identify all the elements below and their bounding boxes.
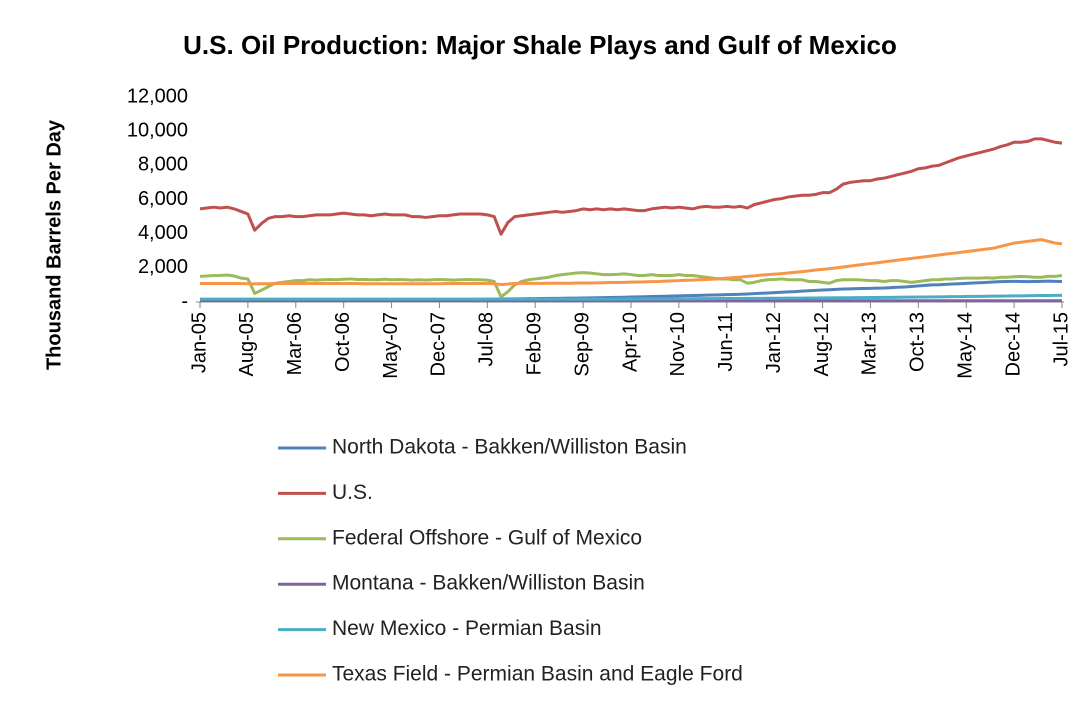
legend-label: Texas Field - Permian Basin and Eagle Fo… [332, 663, 743, 686]
x-tick-label: Dec-14 [1002, 312, 1024, 376]
series-line [199, 271, 1063, 299]
x-tick-label: Aug-05 [236, 312, 258, 377]
y-tick-label: - [181, 290, 188, 312]
legend-label: North Dakota - Bakken/Williston Basin [332, 436, 687, 459]
y-tick-label: 10,000 [127, 119, 188, 141]
x-tick-label: Jan-12 [763, 312, 785, 373]
y-tick-label: 2,000 [138, 256, 188, 278]
chart-title: U.S. Oil Production: Major Shale Plays a… [183, 30, 897, 60]
x-tick-label: Jul-15 [1050, 312, 1072, 366]
x-tick-label: Sep-09 [571, 312, 593, 377]
x-tick-label: May-14 [955, 312, 977, 379]
x-tick-label: Oct-13 [907, 312, 929, 372]
y-tick-label: 6,000 [138, 188, 188, 210]
legend-label: Federal Offshore - Gulf of Mexico [332, 526, 642, 549]
x-tick-label: Jan-05 [188, 312, 210, 373]
x-tick-label: Aug-12 [811, 312, 833, 377]
x-tick-label: Nov-10 [667, 312, 689, 376]
x-tick-label: Mar-13 [859, 312, 881, 375]
x-tick-label: Jun-11 [715, 312, 737, 372]
x-tick-label: Mar-06 [284, 312, 306, 375]
series-line [200, 293, 1063, 301]
x-tick-label: Feb-09 [524, 312, 546, 375]
legend-label: New Mexico - Permian Basin [332, 617, 602, 640]
legend-label: U.S. [332, 481, 373, 504]
y-tick-label: 4,000 [138, 222, 188, 244]
y-tick-label: 12,000 [127, 85, 188, 107]
legend-label: Montana - Bakken/Williston Basin [332, 572, 645, 595]
y-axis-label: Thousand Barrels Per Day [43, 119, 65, 370]
series-line [199, 137, 1063, 236]
series-line [200, 238, 1063, 287]
x-tick-label: Dec-07 [428, 312, 450, 376]
x-tick-label: May-07 [380, 312, 402, 379]
x-tick-label: Oct-06 [332, 312, 354, 372]
x-tick-label: Jul-08 [476, 312, 498, 366]
x-tick-label: Apr-10 [619, 312, 641, 372]
y-tick-label: 8,000 [138, 154, 188, 176]
